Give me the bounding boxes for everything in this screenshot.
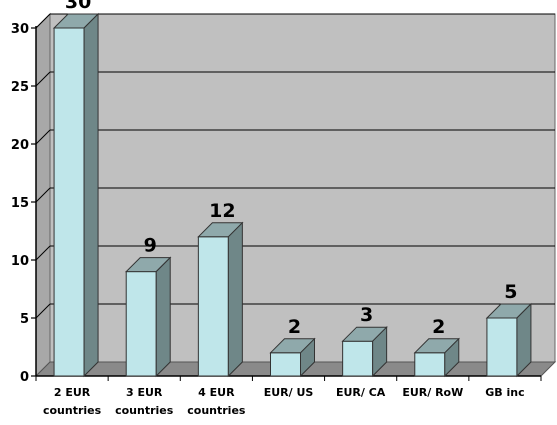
gridline-side: [35, 13, 51, 29]
data-label: 2: [288, 316, 301, 338]
x-category-label: EUR/ RoW: [402, 386, 463, 399]
y-tick-label: 10: [11, 254, 29, 269]
y-tick-label: 0: [20, 370, 29, 385]
bars: [52, 12, 533, 378]
bar: [197, 221, 244, 378]
bar-side: [444, 337, 460, 378]
bar-front: [125, 271, 157, 377]
x-axis-labels: 2 EUR countries 3 EUR countries 4 EUR countri…: [43, 386, 525, 417]
data-label: 3: [360, 304, 373, 326]
gridline-side: [35, 129, 51, 145]
data-label: 30: [65, 0, 91, 13]
bar-side: [516, 302, 532, 378]
y-tick-label: 15: [11, 196, 29, 211]
y-tick-label: 30: [11, 22, 29, 37]
x-category-label: 2 EUR countries: [43, 386, 102, 417]
x-category-label: GB inc: [485, 386, 524, 399]
x-category-label: 3 EUR countries: [115, 386, 174, 417]
bar-front: [53, 27, 85, 377]
bar-side: [227, 221, 243, 378]
bar: [341, 325, 388, 378]
y-tick-label: 25: [11, 80, 29, 95]
bar: [413, 337, 460, 378]
data-label: 12: [209, 200, 235, 222]
bar-side: [300, 337, 315, 378]
bar: [485, 302, 533, 378]
data-label: 9: [144, 235, 157, 257]
gridline-side: [35, 245, 51, 261]
bar: [269, 337, 316, 378]
y-tick-label: 20: [11, 138, 29, 153]
y-axis-ticks: 0 5 10 15 20 25 30: [11, 22, 36, 385]
data-labels: 30 9 12 2 3 2 5: [65, 0, 518, 338]
x-category-label: EUR/ US: [264, 386, 314, 399]
bar: [52, 12, 100, 378]
bar-side: [372, 325, 388, 378]
data-label: 5: [504, 281, 517, 303]
bar-front: [342, 340, 374, 377]
gridline-side: [35, 71, 51, 87]
gridline-side: [35, 303, 51, 319]
x-category-label: 4 EUR countries: [187, 386, 246, 417]
y-tick-label: 5: [20, 312, 29, 327]
bar-front: [197, 236, 229, 377]
bar: [125, 256, 172, 378]
bar-front: [486, 317, 518, 377]
gridline-side: [35, 187, 51, 203]
bar-front: [414, 352, 446, 377]
bar-front: [270, 352, 301, 377]
bar-side: [155, 256, 171, 378]
bar-side: [83, 12, 99, 378]
x-category-label: EUR/ CA: [336, 386, 386, 399]
data-label: 2: [432, 316, 445, 338]
